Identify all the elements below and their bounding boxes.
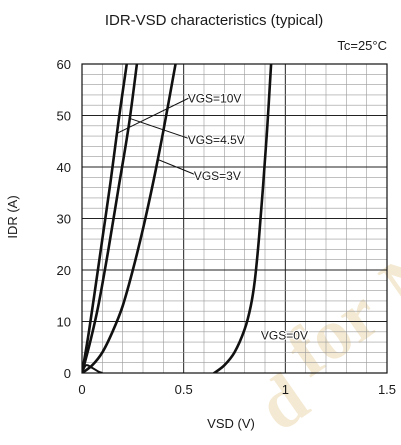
temperature-condition: Tc=25°C <box>337 38 387 53</box>
y-tick-label: 0 <box>64 366 71 381</box>
series-line-vgs-4-5v <box>82 64 139 373</box>
series-label-vgs-3v: VGS=3V <box>194 169 241 183</box>
x-axis-label: VSD (V) <box>207 416 255 431</box>
series-label-vgs-4-5v: VGS=4.5V <box>188 133 245 147</box>
y-tick-label: 40 <box>57 160 71 175</box>
series-label-vgs-0v: VGS=0V <box>261 329 308 343</box>
y-tick-label: 20 <box>57 263 71 278</box>
y-tick-label: 10 <box>57 315 71 330</box>
label-leader-vgs-4-5v <box>128 117 190 140</box>
y-tick-label: 60 <box>57 57 71 72</box>
y-tick-label: 50 <box>57 109 71 124</box>
chart-title: IDR-VSD characteristics (typical) <box>105 12 323 29</box>
origin-bump-line <box>82 364 103 373</box>
x-tick-label: 1 <box>282 382 289 397</box>
watermark: d for N <box>243 230 401 445</box>
y-tick-label: 30 <box>57 212 71 227</box>
plot-area: 0 0.5 1 1.5 0 10 20 30 40 50 60 VGS=10V VGS=4.5V VGS=… <box>57 57 397 397</box>
y-axis-label: IDR (A) <box>5 195 20 238</box>
series-label-vgs-10v: VGS=10V <box>188 92 242 106</box>
label-leader-vgs-3v <box>157 158 197 176</box>
x-tick-label: 0 <box>78 382 85 397</box>
series-line-vgs-10v <box>82 64 129 373</box>
series-line-vgs-0v <box>212 64 273 373</box>
plot-frame <box>81 63 388 374</box>
x-tick-label: 1.5 <box>378 382 396 397</box>
label-leader-vgs-10v <box>116 97 190 134</box>
series-line-vgs-3v <box>82 64 177 373</box>
x-tick-label: 0.5 <box>175 382 193 397</box>
